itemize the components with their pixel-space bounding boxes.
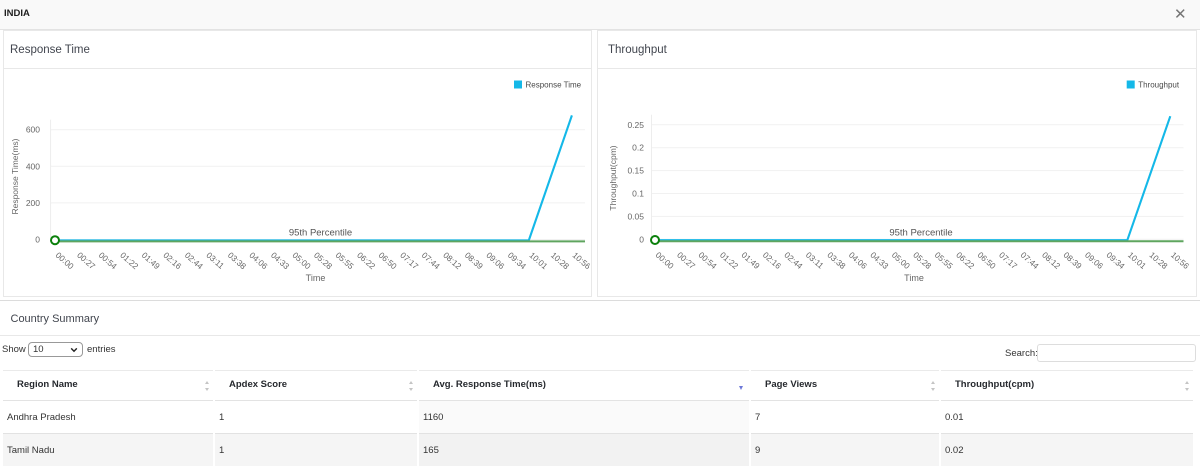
svg-text:04:33: 04:33 — [868, 250, 891, 271]
svg-text:06:22: 06:22 — [355, 250, 378, 271]
svg-text:05:28: 05:28 — [312, 250, 335, 271]
svg-text:04:06: 04:06 — [247, 250, 270, 271]
svg-text:10:01: 10:01 — [527, 250, 550, 271]
svg-text:03:38: 03:38 — [825, 250, 848, 271]
svg-text:06:50: 06:50 — [976, 250, 999, 271]
svg-text:08:12: 08:12 — [441, 250, 464, 271]
svg-text:Throughput: Throughput — [1138, 81, 1180, 90]
svg-text:0.25: 0.25 — [627, 120, 644, 130]
svg-text:05:28: 05:28 — [911, 250, 934, 271]
svg-text:0.05: 0.05 — [627, 211, 644, 221]
svg-text:Throughput(cpm): Throughput(cpm) — [608, 145, 618, 210]
svg-text:03:11: 03:11 — [204, 250, 226, 271]
svg-text:08:12: 08:12 — [1040, 250, 1063, 271]
svg-text:00:27: 00:27 — [675, 250, 698, 271]
svg-text:95th Percentile: 95th Percentile — [889, 227, 952, 238]
svg-text:08:39: 08:39 — [1062, 250, 1085, 271]
svg-text:600: 600 — [26, 125, 40, 135]
svg-text:01:49: 01:49 — [140, 250, 163, 271]
svg-text:Response Time: Response Time — [526, 81, 582, 90]
svg-text:10:28: 10:28 — [1147, 250, 1170, 271]
svg-text:06:50: 06:50 — [377, 250, 400, 271]
svg-text:0: 0 — [35, 235, 40, 245]
svg-text:10:01: 10:01 — [1126, 250, 1149, 271]
svg-text:09:34: 09:34 — [1105, 250, 1128, 271]
svg-text:04:06: 04:06 — [847, 250, 870, 271]
svg-text:09:06: 09:06 — [1083, 250, 1106, 271]
svg-text:01:22: 01:22 — [118, 250, 141, 271]
svg-text:02:44: 02:44 — [782, 250, 805, 271]
svg-text:07:44: 07:44 — [420, 250, 443, 271]
svg-text:01:49: 01:49 — [740, 250, 763, 271]
svg-text:05:55: 05:55 — [334, 250, 357, 271]
svg-text:Time: Time — [306, 273, 326, 283]
svg-text:400: 400 — [26, 161, 40, 171]
svg-text:00:27: 00:27 — [75, 250, 98, 271]
svg-text:09:34: 09:34 — [506, 250, 529, 271]
svg-text:07:17: 07:17 — [398, 250, 421, 271]
svg-text:09:06: 09:06 — [484, 250, 507, 271]
svg-text:04:33: 04:33 — [269, 250, 292, 271]
svg-text:10:56: 10:56 — [1169, 250, 1192, 271]
svg-text:95th Percentile: 95th Percentile — [289, 228, 352, 239]
svg-text:00:00: 00:00 — [54, 250, 77, 271]
svg-text:07:44: 07:44 — [1019, 250, 1042, 271]
svg-text:01:22: 01:22 — [718, 250, 741, 271]
svg-text:Response Time(ms): Response Time(ms) — [10, 138, 20, 214]
svg-text:05:00: 05:00 — [890, 250, 913, 271]
svg-text:10:28: 10:28 — [549, 250, 572, 271]
svg-text:0: 0 — [639, 234, 644, 244]
svg-text:05:00: 05:00 — [291, 250, 314, 271]
svg-text:0.2: 0.2 — [632, 143, 644, 153]
svg-text:06:22: 06:22 — [954, 250, 977, 271]
svg-text:00:54: 00:54 — [97, 250, 120, 271]
svg-text:10:56: 10:56 — [571, 250, 590, 271]
svg-text:00:00: 00:00 — [654, 250, 677, 271]
svg-text:02:16: 02:16 — [161, 250, 184, 271]
svg-text:08:39: 08:39 — [463, 250, 486, 271]
svg-text:00:54: 00:54 — [697, 250, 720, 271]
svg-text:03:38: 03:38 — [226, 250, 249, 271]
svg-text:Time: Time — [904, 273, 924, 283]
svg-text:02:16: 02:16 — [761, 250, 784, 271]
svg-text:200: 200 — [26, 198, 40, 208]
svg-text:02:44: 02:44 — [183, 250, 206, 271]
svg-text:03:11: 03:11 — [804, 250, 826, 271]
svg-text:07:17: 07:17 — [997, 250, 1020, 271]
svg-text:05:55: 05:55 — [933, 250, 956, 271]
svg-text:0.1: 0.1 — [632, 189, 644, 199]
svg-text:0.15: 0.15 — [627, 166, 644, 176]
